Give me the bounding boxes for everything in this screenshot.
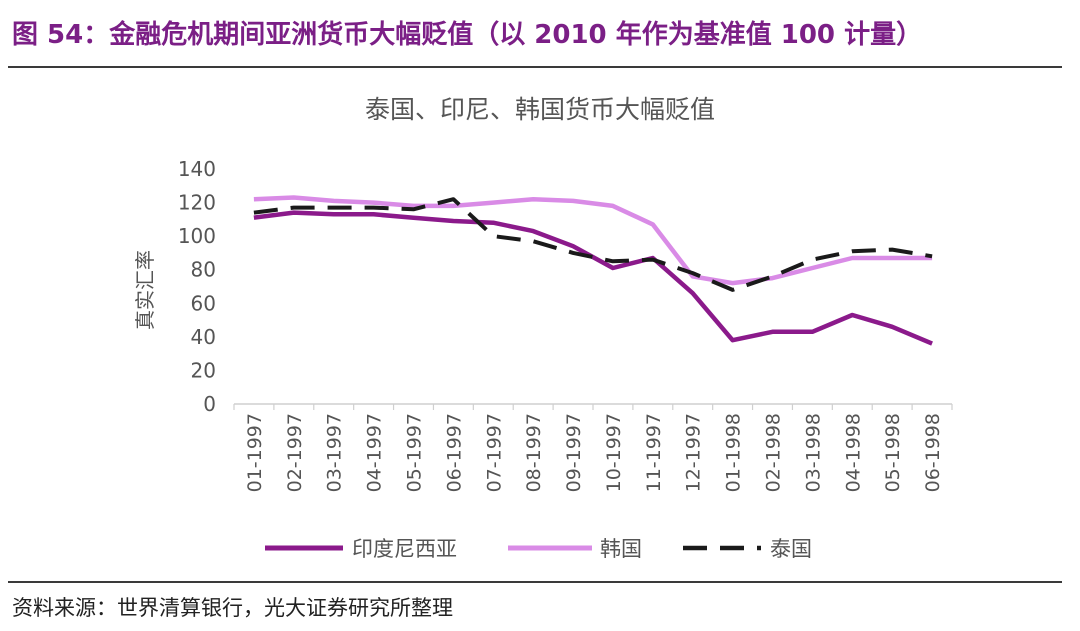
y-tick-label: 40 <box>191 325 216 349</box>
y-tick-label: 140 <box>178 157 216 181</box>
figure-title: 图 54：金融危机期间亚洲货币大幅贬值（以 2010 年作为基准值 100 计量… <box>12 20 923 50</box>
x-tick-label: 03-1997 <box>324 413 346 492</box>
series-line-korea <box>253 195 933 286</box>
x-tick-label: 02-1997 <box>284 413 306 492</box>
legend-label: 泰国 <box>770 537 812 561</box>
x-tick-label: 11-1997 <box>643 413 665 492</box>
top-divider <box>8 66 1062 68</box>
y-axis-label: 真实汇率 <box>133 250 157 330</box>
x-tick-label: 05-1998 <box>882 413 904 492</box>
x-tick-label: 04-1998 <box>842 413 864 492</box>
y-tick-label: 0 <box>203 392 216 416</box>
x-tick-label: 05-1997 <box>404 413 426 492</box>
x-tick-label: 03-1998 <box>802 413 824 492</box>
bottom-divider <box>8 581 1062 583</box>
x-tick-label: 08-1997 <box>523 413 545 492</box>
x-tick-label: 07-1997 <box>483 413 505 492</box>
x-tick-label: 04-1997 <box>364 413 386 492</box>
x-tick-label: 01-1997 <box>244 413 266 492</box>
source-note: 资料来源：世界清算银行，光大证券研究所整理 <box>12 596 453 620</box>
series-line-thailand <box>253 197 933 292</box>
legend-label: 韩国 <box>600 537 642 561</box>
chart-title: 泰国、印尼、韩国货币大幅贬值 <box>365 95 715 124</box>
x-tick-label: 06-1998 <box>922 413 944 492</box>
y-tick-label: 60 <box>191 291 216 315</box>
x-tick-label: 10-1997 <box>603 413 625 492</box>
y-tick-label: 100 <box>178 224 216 248</box>
x-tick-label: 02-1998 <box>763 413 785 492</box>
x-tick-label: 06-1997 <box>443 413 465 492</box>
x-tick-label: 09-1997 <box>563 413 585 492</box>
x-tick-label: 12-1997 <box>683 413 705 492</box>
y-tick-label: 80 <box>191 258 216 282</box>
x-tick-label: 01-1998 <box>723 413 745 492</box>
series-line-indonesia <box>253 210 933 346</box>
y-tick-label: 20 <box>191 358 216 382</box>
y-tick-label: 120 <box>178 191 216 215</box>
legend-label: 印度尼西亚 <box>352 537 457 561</box>
